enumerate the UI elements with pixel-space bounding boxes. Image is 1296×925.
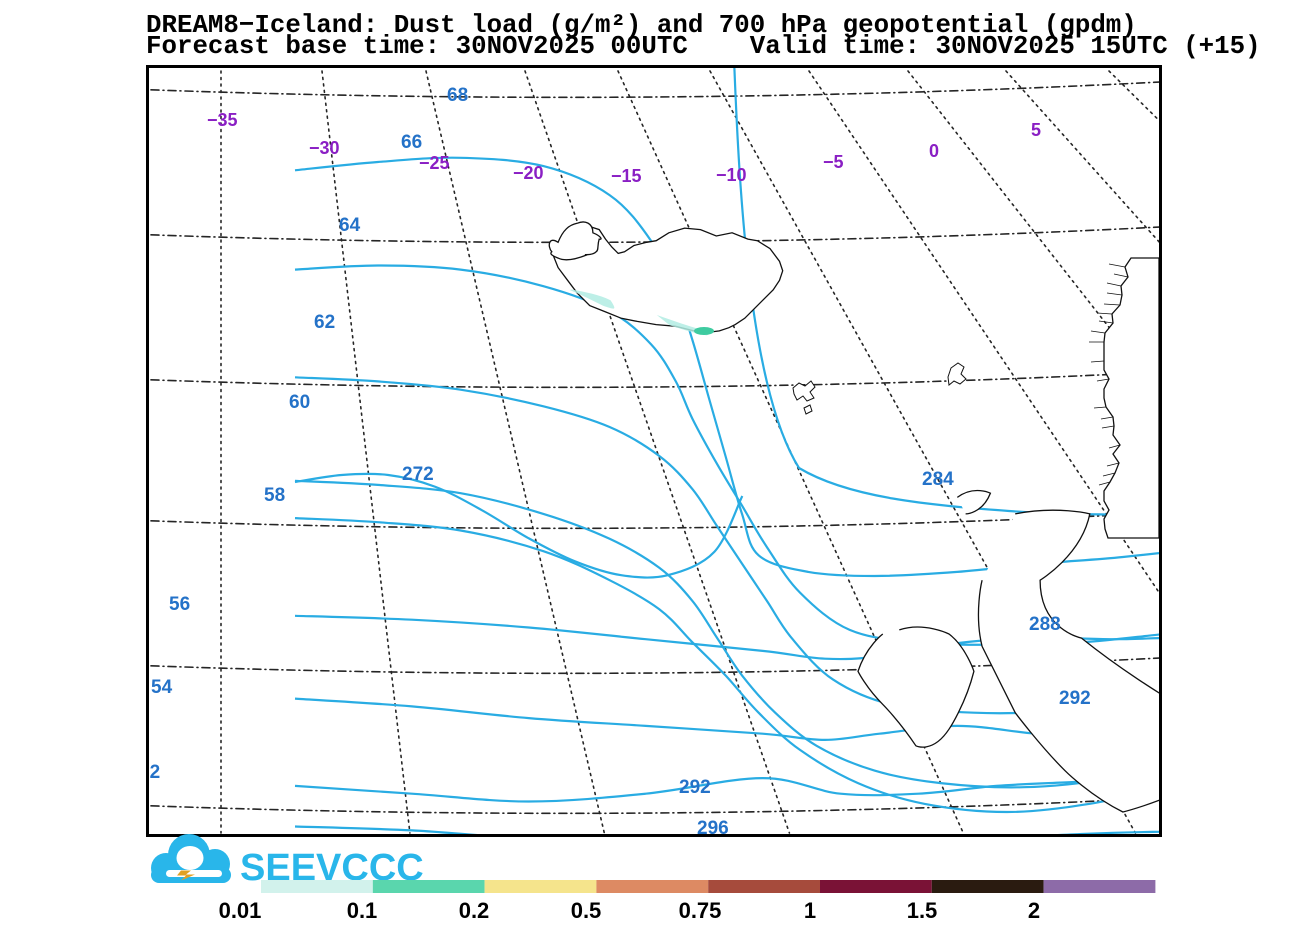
svg-text:1.5: 1.5 bbox=[907, 898, 938, 923]
svg-text:−25: −25 bbox=[419, 153, 450, 173]
svg-text:284: 284 bbox=[922, 469, 954, 490]
svg-text:292: 292 bbox=[679, 777, 711, 798]
svg-text:0.2: 0.2 bbox=[459, 898, 490, 923]
svg-text:−20: −20 bbox=[513, 163, 544, 183]
svg-text:5: 5 bbox=[1031, 120, 1041, 140]
svg-text:0: 0 bbox=[929, 141, 939, 161]
svg-text:64: 64 bbox=[339, 215, 361, 236]
svg-text:−10: −10 bbox=[716, 165, 747, 185]
svg-text:296: 296 bbox=[697, 818, 729, 834]
svg-text:−30: −30 bbox=[309, 138, 340, 158]
svg-text:2: 2 bbox=[1028, 898, 1040, 923]
svg-text:52: 52 bbox=[149, 762, 160, 783]
svg-text:288: 288 bbox=[1029, 614, 1061, 635]
svg-text:−15: −15 bbox=[611, 166, 642, 186]
svg-text:58: 58 bbox=[264, 485, 285, 506]
svg-text:272: 272 bbox=[402, 464, 434, 485]
svg-text:62: 62 bbox=[314, 312, 335, 333]
svg-text:292: 292 bbox=[1059, 688, 1091, 709]
svg-text:68: 68 bbox=[447, 85, 468, 106]
svg-text:56: 56 bbox=[169, 594, 190, 615]
svg-text:0.75: 0.75 bbox=[679, 898, 722, 923]
svg-text:SEEVCCC: SEEVCCC bbox=[240, 847, 424, 889]
svg-text:−5: −5 bbox=[823, 152, 844, 172]
svg-text:0.01: 0.01 bbox=[219, 898, 262, 923]
svg-text:54: 54 bbox=[151, 677, 173, 698]
svg-text:0.5: 0.5 bbox=[571, 898, 602, 923]
svg-text:−35: −35 bbox=[207, 110, 238, 130]
svg-text:60: 60 bbox=[289, 392, 310, 413]
svg-text:1: 1 bbox=[804, 898, 816, 923]
svg-text:66: 66 bbox=[401, 132, 422, 153]
svg-text:0.1: 0.1 bbox=[347, 898, 378, 923]
